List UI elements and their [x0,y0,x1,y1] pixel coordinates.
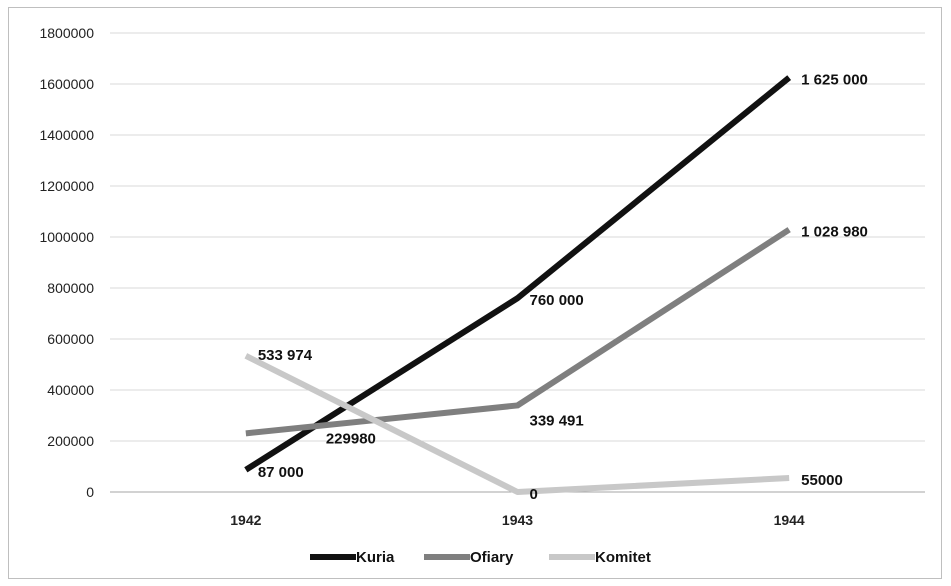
series-line-kuria [244,75,792,473]
y-tick-label: 1600000 [39,76,94,92]
data-label: 87 000 [258,464,304,481]
data-label: 339 491 [530,412,584,429]
y-tick-label: 1000000 [39,229,94,245]
legend-label-ofiary: Ofiary [470,549,514,566]
data-label: 760 000 [530,292,584,309]
data-label: 55000 [801,472,843,489]
data-label: 1 625 000 [801,72,868,89]
data-label: 1 028 980 [801,224,868,241]
y-tick-label: 200000 [47,433,94,449]
y-tick-label: 800000 [47,280,94,296]
y-tick-label: 400000 [47,382,94,398]
series-line-komitet [244,353,790,495]
y-tick-label: 0 [86,484,94,500]
legend-label-kuria: Kuria [356,549,395,566]
chart-frame [8,7,942,579]
data-label: 533 974 [258,347,313,364]
data-label: 229980 [326,430,376,447]
x-tick-label: 1943 [502,512,533,528]
y-tick-label: 1200000 [39,178,94,194]
y-tick-label: 1800000 [39,25,94,41]
y-tick-label: 600000 [47,331,94,347]
data-label: 0 [530,486,538,503]
x-tick-label: 1942 [230,512,261,528]
x-tick-label: 1944 [774,512,805,528]
legend-label-komitet: Komitet [595,549,651,566]
series-line-ofiary [245,227,791,437]
y-tick-label: 1400000 [39,127,94,143]
